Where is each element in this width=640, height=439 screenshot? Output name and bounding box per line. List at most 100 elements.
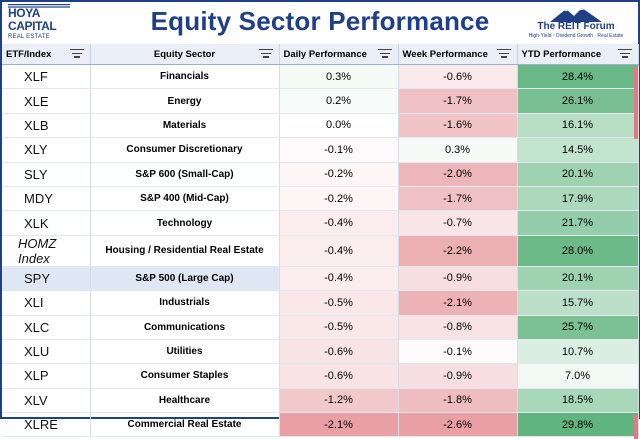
filter-icon[interactable]: [69, 49, 84, 59]
etf-cell[interactable]: XLP: [2, 363, 91, 389]
etf-cell[interactable]: XLV: [2, 388, 91, 414]
week-cell[interactable]: 0.3%: [398, 137, 518, 163]
week-cell[interactable]: -2.0%: [398, 162, 518, 187]
ytd-cell[interactable]: 17.9%: [517, 186, 639, 212]
daily-cell[interactable]: -0.4%: [279, 235, 399, 267]
daily-cell[interactable]: -0.1%: [279, 137, 399, 163]
ytd-cell[interactable]: 7.0%: [517, 363, 639, 389]
table-row: SLY S&P 600 (Small-Cap) -0.2% -2.0% 20.1%: [2, 162, 639, 187]
filter-icon[interactable]: [377, 49, 392, 59]
week-cell[interactable]: -0.8%: [398, 315, 518, 340]
etf-cell[interactable]: XLRE: [2, 412, 91, 438]
week-cell[interactable]: -0.7%: [398, 210, 518, 236]
daily-cell[interactable]: -0.6%: [279, 339, 399, 365]
etf-cell[interactable]: XLB: [2, 113, 91, 139]
column-header-ytd[interactable]: YTD Performance: [517, 44, 639, 65]
ytd-cell[interactable]: 29.8%: [517, 412, 639, 438]
sector-cell[interactable]: Commercial Real Estate: [90, 412, 280, 438]
etf-cell[interactable]: XLY: [2, 137, 91, 163]
daily-cell[interactable]: 0.0%: [279, 113, 399, 139]
sector-cell[interactable]: Consumer Discretionary: [90, 137, 280, 163]
daily-cell[interactable]: -0.4%: [279, 266, 399, 292]
table-row: SPY S&P 500 (Large Cap) -0.4% -0.9% 20.1%: [2, 266, 639, 292]
reit-forum-logo: The REIT Forum High-Yield · Dividend Gro…: [520, 4, 632, 42]
sector-cell[interactable]: Industrials: [90, 290, 280, 316]
logo-left-line2: REAL ESTATE: [8, 34, 50, 40]
sector-cell[interactable]: Technology: [90, 210, 280, 236]
filter-icon[interactable]: [617, 49, 632, 59]
sector-cell[interactable]: S&P 500 (Large Cap): [90, 266, 280, 292]
filter-icon[interactable]: [258, 49, 273, 59]
etf-cell[interactable]: SPY: [2, 266, 91, 292]
ytd-cell[interactable]: 20.1%: [517, 162, 639, 187]
table-row: XLB Materials 0.0% -1.6% 16.1%: [2, 113, 639, 139]
daily-cell[interactable]: -1.2%: [279, 388, 399, 414]
filter-icon[interactable]: [496, 49, 511, 59]
ytd-cell[interactable]: 25.7%: [517, 315, 639, 340]
ytd-cell[interactable]: 10.7%: [517, 339, 639, 365]
sector-cell[interactable]: Energy: [90, 88, 280, 114]
column-header-sector[interactable]: Equity Sector: [90, 44, 280, 65]
etf-cell[interactable]: SLY: [2, 162, 91, 187]
sector-cell[interactable]: Communications: [90, 315, 280, 340]
daily-cell[interactable]: -0.6%: [279, 363, 399, 389]
daily-cell[interactable]: -0.2%: [279, 186, 399, 212]
etf-cell[interactable]: XLI: [2, 290, 91, 316]
logo-left-line1: HOYA CAPITAL: [8, 6, 57, 33]
week-cell[interactable]: -2.2%: [398, 235, 518, 267]
sector-cell[interactable]: Healthcare: [90, 388, 280, 414]
daily-cell[interactable]: -0.2%: [279, 162, 399, 187]
week-cell[interactable]: -0.1%: [398, 339, 518, 365]
column-header-etf[interactable]: ETF/Index: [2, 44, 91, 65]
etf-cell[interactable]: HOMZ Index: [2, 235, 91, 267]
sector-cell[interactable]: Consumer Staples: [90, 363, 280, 389]
week-cell[interactable]: -0.6%: [398, 64, 518, 90]
column-header-label: Daily Performance: [283, 48, 367, 60]
etf-cell[interactable]: XLF: [2, 64, 91, 90]
mountain-logo-icon: [550, 8, 602, 22]
daily-cell[interactable]: 0.3%: [279, 64, 399, 90]
daily-cell[interactable]: -0.4%: [279, 210, 399, 236]
column-header-week[interactable]: Week Performance: [398, 44, 518, 65]
sector-cell[interactable]: Materials: [90, 113, 280, 139]
week-cell[interactable]: -1.6%: [398, 113, 518, 139]
daily-cell[interactable]: -0.5%: [279, 290, 399, 316]
sector-cell[interactable]: S&P 600 (Small-Cap): [90, 162, 280, 187]
ytd-cell[interactable]: 15.7%: [517, 290, 639, 316]
week-cell[interactable]: -0.9%: [398, 363, 518, 389]
ytd-cell[interactable]: 26.1%: [517, 88, 639, 114]
ytd-cell[interactable]: 16.1%: [517, 113, 639, 139]
daily-cell[interactable]: -0.5%: [279, 315, 399, 340]
sector-cell[interactable]: Utilities: [90, 339, 280, 365]
hoya-capital-logo: HOYA CAPITAL REAL ESTATE: [8, 4, 70, 40]
week-cell[interactable]: -1.7%: [398, 88, 518, 114]
week-cell[interactable]: -1.8%: [398, 388, 518, 414]
etf-cell[interactable]: XLU: [2, 339, 91, 365]
week-cell[interactable]: -0.9%: [398, 266, 518, 292]
week-cell[interactable]: -2.1%: [398, 290, 518, 316]
week-cell[interactable]: -1.7%: [398, 186, 518, 212]
sector-cell[interactable]: Financials: [90, 64, 280, 90]
logo-bars-icon: [8, 4, 70, 8]
page-title: Equity Sector Performance: [150, 6, 490, 36]
table-row: XLE Energy 0.2% -1.7% 26.1%: [2, 88, 639, 114]
column-header-label: Equity Sector: [153, 48, 216, 60]
daily-cell[interactable]: 0.2%: [279, 88, 399, 114]
ytd-cell[interactable]: 28.4%: [517, 64, 639, 90]
week-cell[interactable]: -2.6%: [398, 412, 518, 438]
table-body: XLF Financials 0.3% -0.6% 28.4% XLE Energy 0.2%…: [2, 64, 639, 438]
ytd-cell[interactable]: 21.7%: [517, 210, 639, 236]
etf-cell[interactable]: XLE: [2, 88, 91, 114]
etf-cell[interactable]: MDY: [2, 186, 91, 212]
ytd-cell[interactable]: 18.5%: [517, 388, 639, 414]
etf-cell[interactable]: XLC: [2, 315, 91, 340]
sector-cell[interactable]: Housing / Residential Real Estate: [90, 235, 280, 267]
daily-cell[interactable]: -2.1%: [279, 412, 399, 438]
ytd-cell[interactable]: 14.5%: [517, 137, 639, 163]
etf-cell[interactable]: XLK: [2, 210, 91, 236]
ytd-cell[interactable]: 28.0%: [517, 235, 639, 267]
sector-cell[interactable]: S&P 400 (Mid-Cap): [90, 186, 280, 212]
table-row: XLU Utilities -0.6% -0.1% 10.7%: [2, 339, 639, 365]
column-header-daily[interactable]: Daily Performance: [279, 44, 399, 65]
ytd-cell[interactable]: 20.1%: [517, 266, 639, 292]
